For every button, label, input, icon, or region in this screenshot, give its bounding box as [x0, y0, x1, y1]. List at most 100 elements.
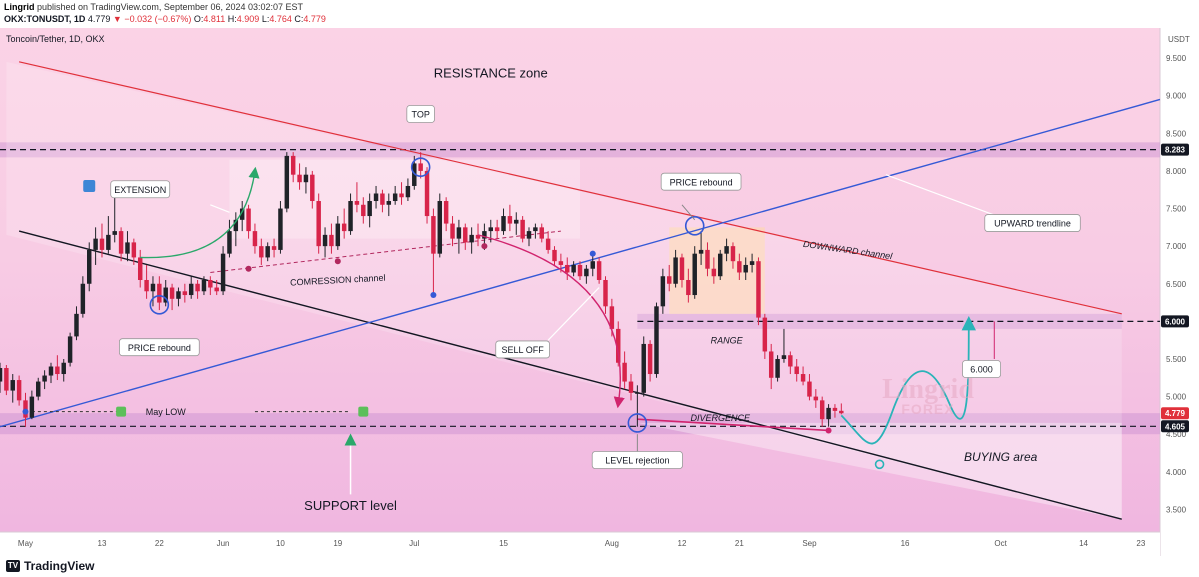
candle: [596, 257, 602, 284]
candle: [265, 242, 270, 262]
candle-body: [737, 261, 742, 273]
price-badge: 6.000: [1161, 315, 1189, 328]
annotation-box: [591, 451, 683, 469]
candle-body: [0, 368, 3, 382]
candle-body: [227, 231, 232, 254]
candle: [545, 231, 551, 254]
candle-body: [545, 238, 551, 250]
x-tick-label: 10: [276, 539, 285, 548]
candle: [329, 223, 334, 254]
top-circle: [410, 157, 431, 177]
candle: [431, 208, 436, 296]
annotation-box: [110, 180, 171, 199]
candle-body: [208, 280, 213, 288]
candle: [208, 276, 213, 296]
low-value: 4.764: [269, 14, 292, 24]
candle: [239, 201, 245, 232]
annotation-support-level: SUPPORT level: [304, 498, 397, 513]
candle: [641, 336, 646, 397]
candle-body: [335, 223, 341, 247]
annotation-text: May LOW: [146, 407, 187, 417]
candle: [316, 193, 321, 254]
candle-body: [48, 366, 54, 376]
candle-body: [647, 343, 653, 375]
candle: [0, 362, 3, 393]
candle-body: [437, 201, 443, 254]
annotation-text: PRICE rebound: [670, 177, 733, 187]
author-name[interactable]: Lingrid: [4, 2, 35, 12]
candle: [354, 182, 360, 213]
price-axis-bg: [1160, 28, 1199, 556]
watermark-line1: Lingrid: [882, 374, 974, 405]
candle: [322, 227, 328, 258]
annotation-price-rebound: PRICE rebound: [119, 338, 200, 357]
check-icon: [358, 406, 369, 417]
annotation-box: [406, 105, 435, 123]
x-tick-label: May: [18, 539, 33, 548]
candle-body: [628, 381, 634, 393]
price-badges: 8.283 6.000 4.779 4.605: [1161, 143, 1189, 433]
candle-body: [654, 306, 659, 375]
candle-body: [214, 287, 219, 292]
candle-body: [762, 317, 768, 352]
candle: [259, 238, 264, 265]
time-axis-bg: [0, 532, 1160, 556]
y-tick-label: 7.000: [1166, 242, 1187, 251]
candle-body: [29, 396, 35, 418]
candle-body: [641, 343, 646, 393]
candle: [278, 201, 283, 254]
candle: [55, 355, 60, 381]
candle-body: [10, 380, 15, 391]
candle-body: [195, 283, 200, 292]
candle: [667, 264, 672, 292]
candle: [654, 302, 659, 378]
candle-body: [36, 381, 41, 397]
candle: [565, 257, 570, 280]
candle-body: [424, 170, 430, 217]
candle: [424, 167, 430, 224]
annotation-text: RESISTANCE zone: [434, 66, 548, 81]
candle-body: [201, 280, 207, 292]
candle: [622, 351, 627, 390]
leader: [885, 174, 1008, 221]
candle: [201, 276, 207, 296]
support-band: [0, 413, 1160, 435]
candle-body: [386, 201, 392, 205]
annotation-level-rejection: LEVEL rejection: [591, 451, 683, 469]
candle-body: [501, 216, 506, 232]
candle: [788, 351, 793, 375]
candle: [361, 197, 366, 224]
candle: [749, 253, 755, 273]
candle: [87, 242, 92, 292]
candle: [112, 193, 117, 243]
rebound-circle-may: [149, 295, 170, 315]
candle-body: [316, 201, 321, 247]
candle: [380, 189, 385, 213]
candle: [163, 280, 168, 307]
candle: [717, 249, 723, 280]
y-tick-label: 4.500: [1166, 430, 1187, 439]
candle: [386, 193, 392, 217]
annotation-box: [119, 338, 200, 357]
tradingview-logo[interactable]: TV TradingView: [6, 559, 94, 573]
candle: [220, 246, 226, 296]
annotation-box: [962, 360, 1001, 378]
candle: [437, 193, 443, 258]
x-axis[interactable]: May 13 22 Jun 10 19 Jul 15 Aug 12 21 Sep 16 Oct 14 23: [18, 539, 1146, 548]
candle: [36, 377, 41, 401]
y-tick-label: 8.000: [1166, 167, 1187, 176]
x-tick-label: 16: [901, 539, 910, 548]
candle-body: [660, 276, 666, 307]
publish-date: published on TradingView.com, September …: [37, 2, 304, 12]
x-tick-label: 14: [1079, 539, 1088, 548]
candle-body: [93, 238, 98, 250]
candle-body: [711, 268, 717, 277]
candle-body: [112, 231, 117, 235]
price-chart[interactable]: RESISTANCE zone TOP EXTENSION PRICE rebound…: [0, 28, 1199, 556]
candle-body: [169, 287, 175, 299]
candle: [526, 227, 532, 247]
symbol-label[interactable]: OKX:TONUSDT, 1D: [4, 14, 86, 24]
annotation-upward-trendline: UPWARD trendline: [984, 214, 1081, 232]
candle: [214, 280, 219, 296]
candle: [405, 178, 411, 202]
